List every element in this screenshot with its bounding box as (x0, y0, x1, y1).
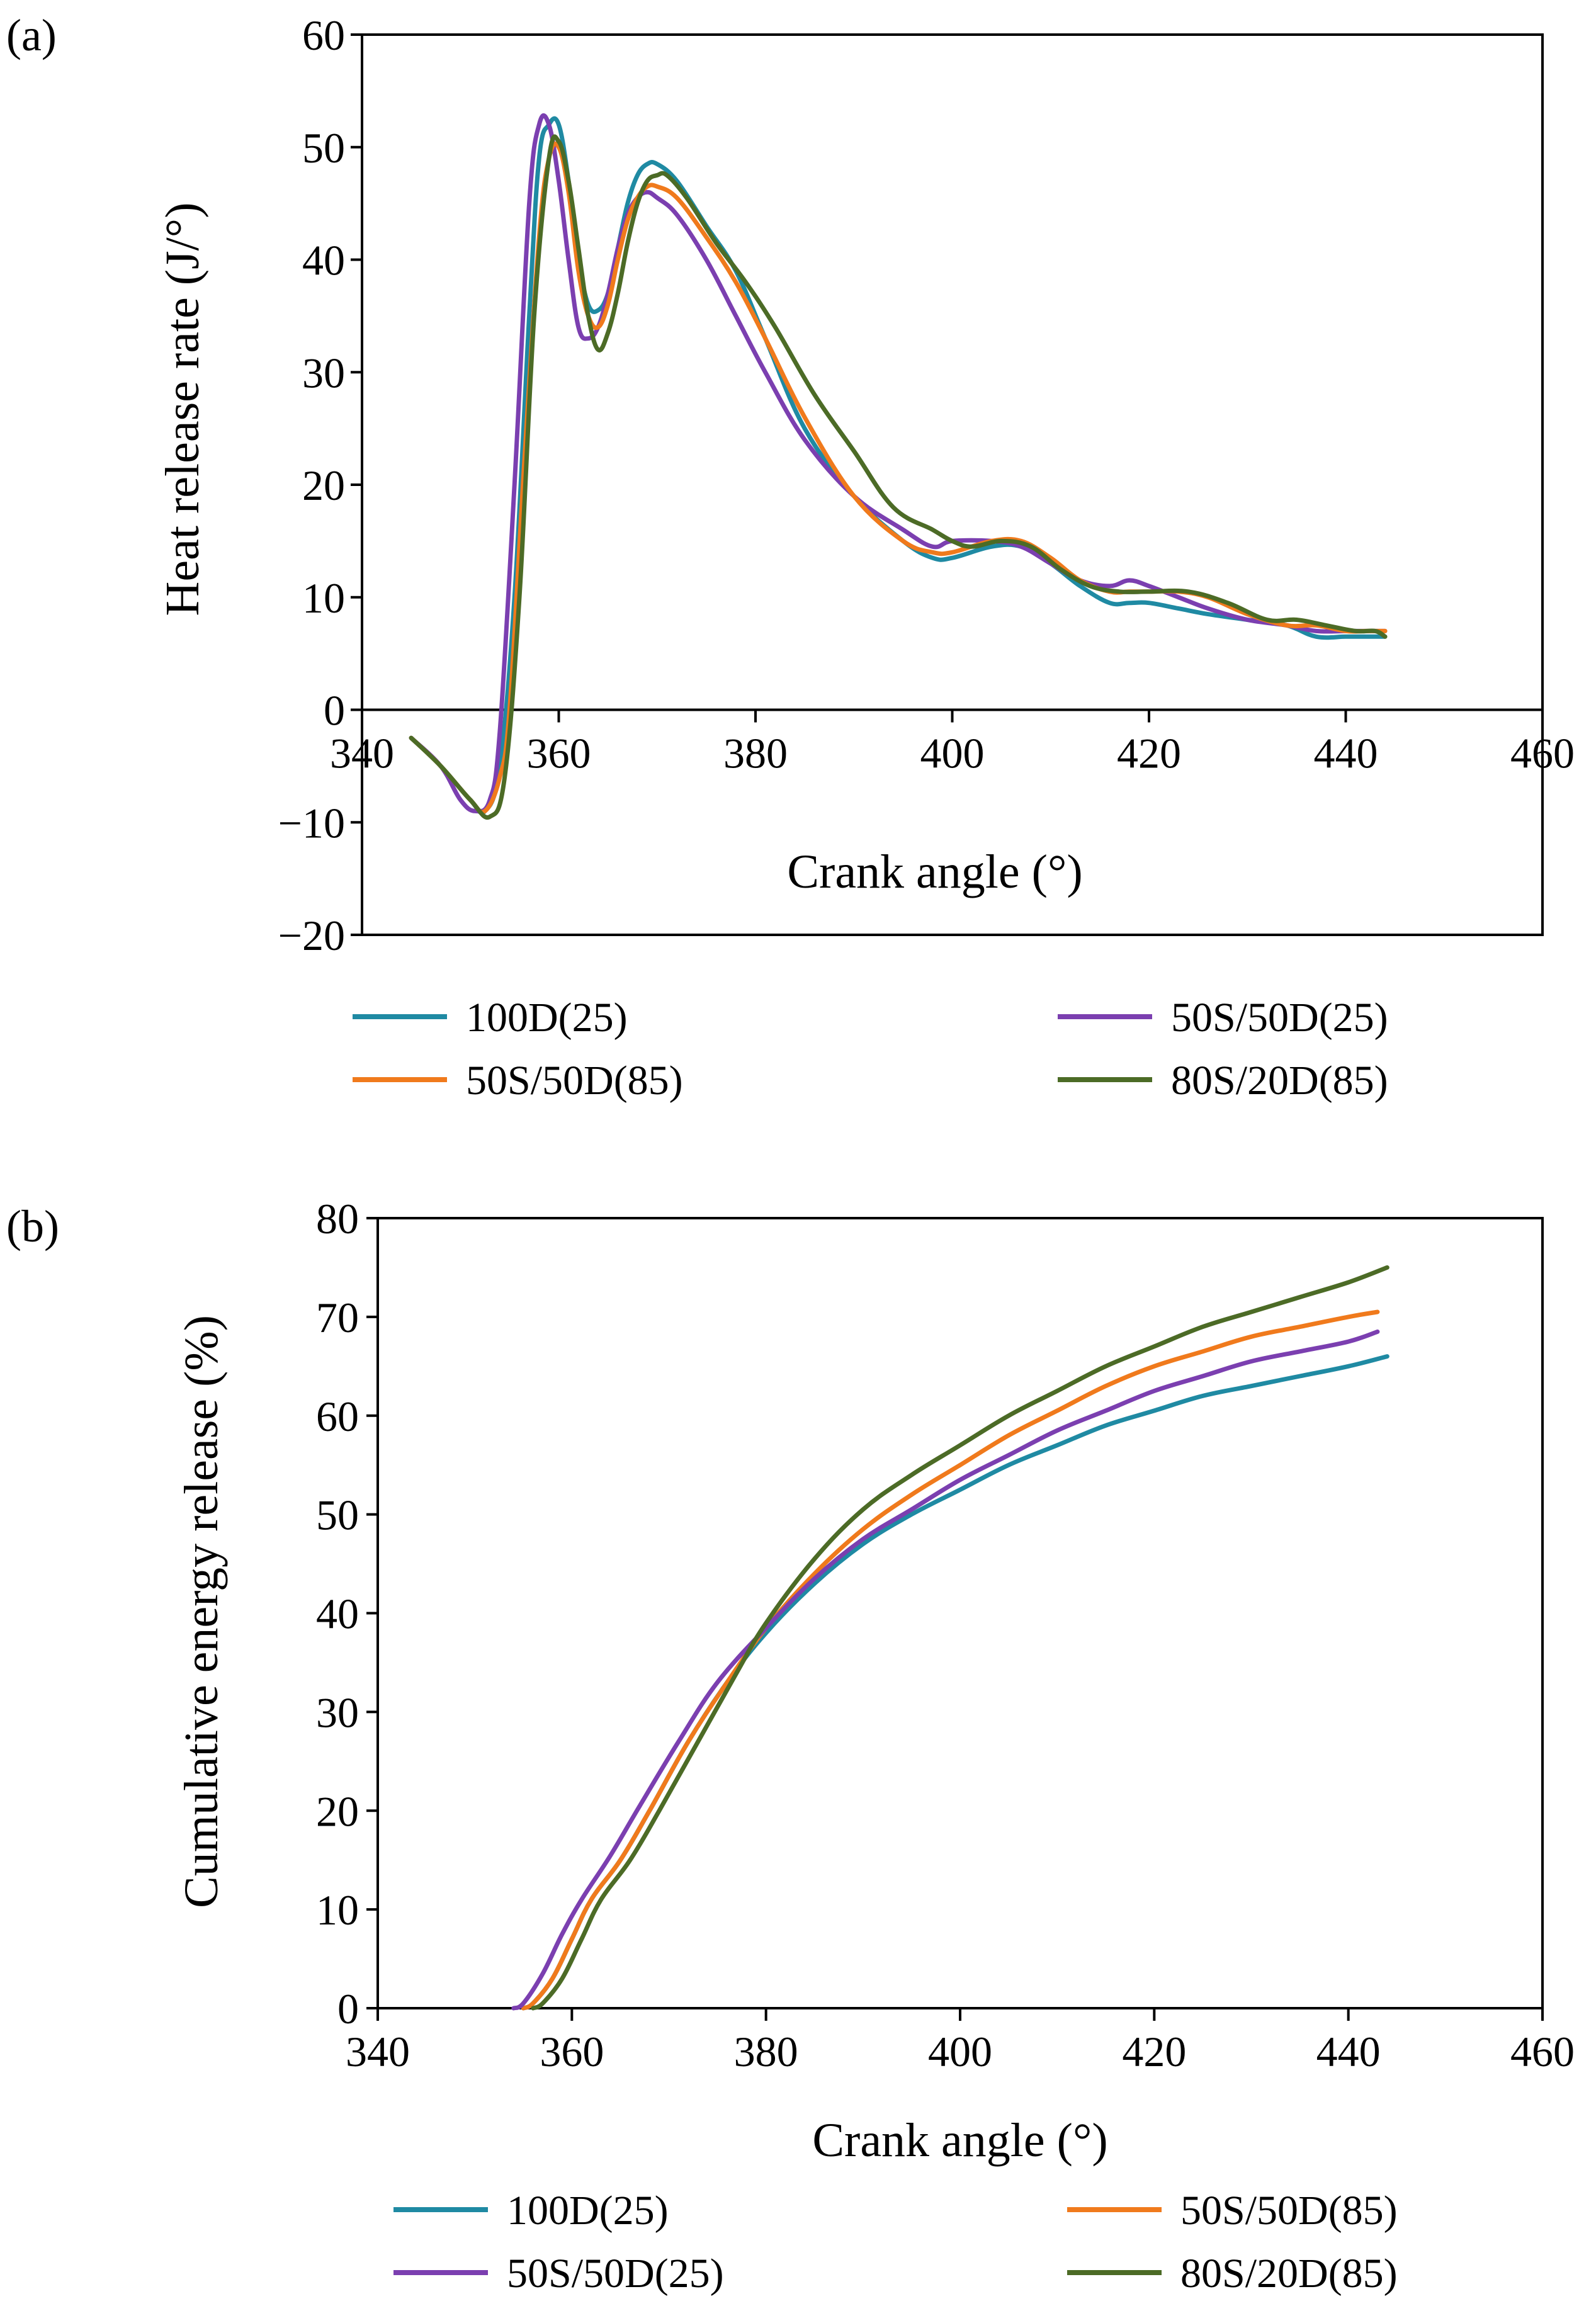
chart-panel-a: (a) −20 −10 0 10 20 30 40 50 60 340 360 380 400 420 4… (6, 10, 1575, 1104)
x-axis-title: Crank angle (°) (812, 2114, 1107, 2167)
y-tick-label: 40 (316, 1590, 359, 1638)
series-line-80S-20D-85 (531, 1265, 1389, 2011)
y-tick-label: 80 (316, 1195, 359, 1243)
legend-label-80S-20D-85: 80S/20D(85) (1171, 1058, 1388, 1104)
chart-panel-b: (b) 0 10 20 30 40 50 60 70 80 340 360 380 400 420 440… (6, 1195, 1575, 2297)
x-tick-label: 440 (1316, 2028, 1381, 2076)
series-line-80S-20D-85 (409, 134, 1388, 820)
y-tick-label: 50 (316, 1491, 359, 1539)
series-line-50S-50D-85 (409, 141, 1388, 815)
legend-label-80S-20D-85: 80S/20D(85) (1180, 2251, 1398, 2297)
legend-label-50S-50D-25: 50S/50D(25) (1171, 995, 1388, 1041)
legend-label-50S-50D-85: 50S/50D(85) (466, 1058, 683, 1104)
panel-label: (b) (6, 1201, 59, 1252)
y-axis-title: Cumulative energy release (%) (175, 1315, 228, 1908)
y-axis-title: Heat release rate (J/°) (156, 203, 209, 616)
series-line-100D-25 (521, 1354, 1389, 2011)
y-tick-label: 50 (302, 124, 345, 172)
y-axis: 0 10 20 30 40 50 60 70 80 (316, 1195, 378, 2033)
x-tick-label: 400 (928, 2028, 992, 2076)
legend-label-50S-50D-25: 50S/50D(25) (507, 2251, 724, 2297)
x-tick-label: 380 (734, 2028, 798, 2076)
x-tick-label: 360 (540, 2028, 604, 2076)
x-tick-label: 420 (1117, 730, 1181, 777)
series-line-50S-50D-25 (409, 113, 1388, 814)
legend-label-100D-25: 100D(25) (507, 2188, 669, 2234)
legend: 100D(25) 50S/50D(25) 50S/50D(85) 80S/20D… (353, 995, 1388, 1104)
legend-label-100D-25: 100D(25) (466, 995, 628, 1041)
series-lines (511, 1265, 1389, 2011)
x-tick-label: 460 (1510, 2028, 1575, 2076)
y-tick-label: 0 (337, 1985, 359, 2033)
panel-label: (a) (6, 10, 57, 60)
y-tick-label: 40 (302, 237, 345, 285)
x-tick-label: 380 (723, 730, 788, 777)
y-tick-label: 60 (316, 1393, 359, 1440)
y-tick-label: −10 (278, 799, 345, 847)
y-tick-label: 20 (316, 1787, 359, 1835)
legend-label-50S-50D-85: 50S/50D(85) (1180, 2188, 1398, 2234)
y-tick-label: 10 (302, 574, 345, 622)
x-axis: 340 360 380 400 420 440 460 (346, 2008, 1575, 2076)
y-tick-label: 30 (302, 349, 345, 397)
series-line-100D-25 (409, 116, 1388, 815)
series-line-50S-50D-85 (521, 1309, 1380, 2011)
x-tick-label: 340 (330, 730, 394, 777)
x-tick-label: 460 (1510, 730, 1575, 777)
series-line-50S-50D-25 (511, 1329, 1380, 2011)
y-tick-label: 10 (316, 1886, 359, 1934)
y-tick-label: 60 (302, 11, 345, 59)
y-tick-label: 0 (324, 687, 345, 735)
series-lines (409, 113, 1388, 820)
x-axis: 340 360 380 400 420 440 460 (330, 708, 1575, 777)
legend: 100D(25) 50S/50D(85) 50S/50D(25) 80S/20D… (393, 2188, 1398, 2297)
x-tick-label: 400 (920, 730, 985, 777)
x-axis-title: Crank angle (°) (787, 845, 1082, 898)
y-axis: −20 −10 0 10 20 30 40 50 60 (278, 11, 362, 959)
y-tick-label: −20 (278, 912, 345, 959)
x-tick-label: 360 (527, 730, 591, 777)
y-tick-label: 30 (316, 1688, 359, 1736)
y-tick-label: 70 (316, 1294, 359, 1342)
x-tick-label: 420 (1122, 2028, 1186, 2076)
x-tick-label: 440 (1314, 730, 1378, 777)
y-tick-label: 20 (302, 461, 345, 509)
x-tick-label: 340 (346, 2028, 410, 2076)
